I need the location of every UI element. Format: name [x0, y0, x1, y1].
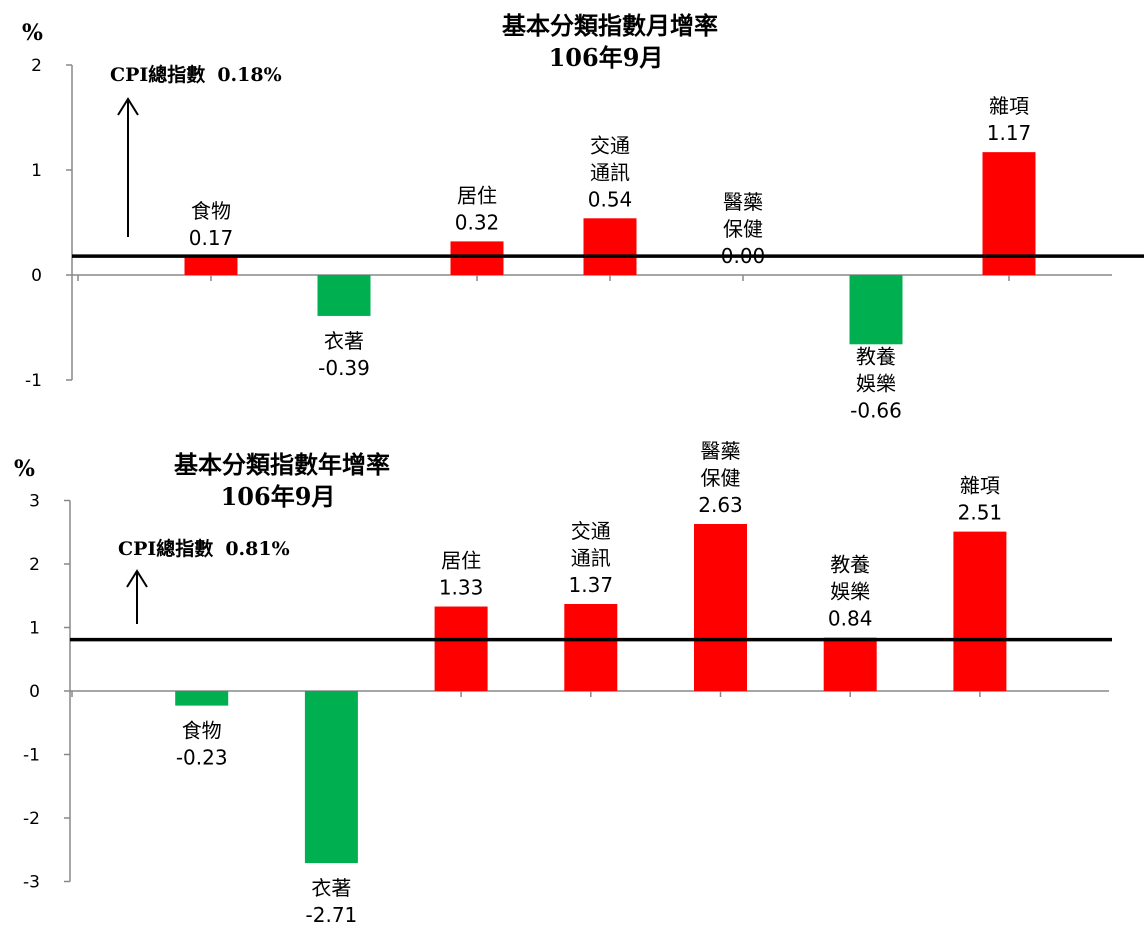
chart1-data-label: 1.17: [987, 121, 1032, 145]
chart2-data-label: 2.63: [698, 493, 743, 517]
chart2-bar: [434, 606, 488, 691]
chart1-category-label: 雜項: [989, 94, 1029, 118]
chart2-y-tick-label: 3: [29, 492, 40, 512]
chart1-data-label: 0.32: [455, 210, 500, 234]
chart2-category-label: 保健: [701, 466, 741, 490]
chart1-category-label: 娛樂: [856, 371, 896, 395]
chart2-y-tick-label: -2: [23, 809, 40, 829]
chart2-bar: [304, 691, 358, 864]
chart1-data-label: 0.54: [588, 187, 633, 211]
chart1-cpi-label: CPI總指數 0.18%: [110, 63, 282, 86]
chart2-category-label: 通訊: [571, 546, 611, 570]
chart2-category-label: 交通: [571, 519, 611, 543]
chart1-cpi-name: CPI總指數: [110, 63, 205, 86]
chart2-cpi-name: CPI總指數: [118, 537, 213, 560]
chart1-subtitle: 106年9月: [549, 43, 664, 72]
chart2-data-label: 2.51: [958, 501, 1003, 525]
chart2-y-tick-label: 1: [29, 619, 40, 639]
chart2-data-label: -0.23: [176, 746, 228, 770]
chart1-category-label: 交通: [590, 133, 630, 157]
chart1-cpi-arrow: [117, 97, 139, 237]
chart2-category-label: 娛樂: [830, 580, 870, 604]
chart1-bar: [583, 218, 637, 275]
chart2-cpi-arrow: [126, 569, 148, 624]
chart2-data-label: 0.84: [828, 607, 873, 631]
chart1-title: 基本分類指數月增率: [502, 11, 718, 40]
chart2-bar: [564, 604, 618, 691]
chart2-bar: [953, 531, 1007, 691]
chart1-y-unit: %: [22, 20, 43, 46]
chart1-bar: [849, 275, 903, 345]
chart2-category-label: 雜項: [960, 474, 1000, 498]
chart1-bar: [184, 257, 238, 275]
chart1-category-label: 居住: [457, 183, 497, 207]
chart2-cpi-label: CPI總指數 0.81%: [118, 537, 290, 560]
chart1-category-label: 衣著: [324, 329, 364, 353]
chart2-category-label: 教養: [830, 553, 870, 577]
chart1-category-label: 通訊: [590, 160, 630, 184]
chart2-category-label: 醫藥: [701, 439, 741, 463]
chart1-cpi-value: 0.18%: [217, 64, 281, 86]
chart1-data-label: -0.66: [850, 398, 902, 422]
chart2-category-label: 食物: [182, 719, 222, 743]
chart2-subtitle: 106年9月: [221, 482, 336, 511]
chart2-bar: [175, 691, 229, 706]
chart2-y-tick-label: 0: [29, 682, 40, 702]
chart1-data-label: -0.39: [318, 356, 370, 380]
chart2-category-label: 居住: [441, 549, 481, 573]
chart1-y-tick-label: 0: [31, 266, 42, 286]
chart1-category-label: 教養: [856, 344, 896, 368]
chart2-category-label: 衣著: [311, 876, 351, 900]
chart2-bar: [823, 637, 877, 691]
chart1-y-tick-label: 1: [31, 161, 42, 181]
chart2-title: 基本分類指數年增率: [174, 450, 390, 479]
chart2-y-tick-label: 2: [29, 555, 40, 575]
chart2-cpi-value: 0.81%: [225, 538, 289, 560]
chart2-data-label: -2.71: [306, 903, 358, 927]
chart1-bar: [317, 275, 371, 316]
chart2-data-label: 1.33: [439, 576, 484, 600]
chart1-category-label: 醫藥: [723, 190, 763, 214]
chart1-y-tick-label: 2: [31, 56, 42, 76]
chart2-bar: [694, 523, 747, 691]
chart2-data-label: 1.37: [569, 573, 614, 597]
chart2-y-unit: %: [14, 456, 35, 482]
chart1-bar: [450, 241, 504, 275]
chart2-y-tick-label: -1: [23, 746, 40, 766]
chart1-data-label: 0.17: [189, 226, 234, 250]
chart2-y-tick-label: -3: [23, 873, 40, 893]
chart1-y-tick-label: -1: [25, 371, 42, 391]
chart1-category-label: 保健: [723, 217, 763, 241]
chart1-category-label: 食物: [191, 199, 231, 223]
